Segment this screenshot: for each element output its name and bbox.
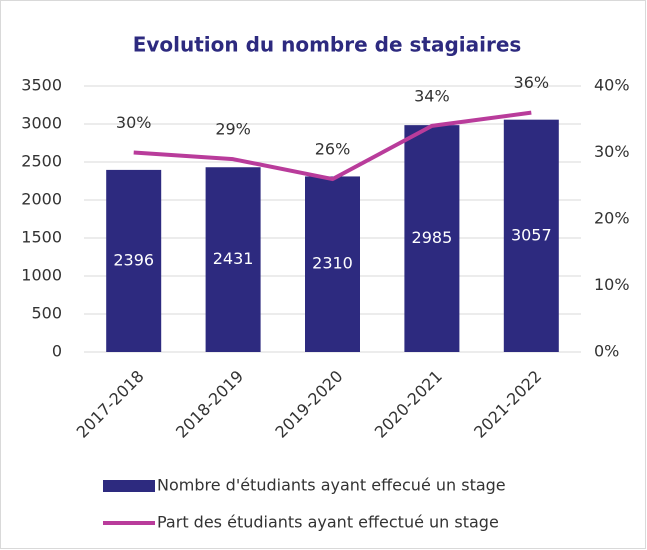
chart-title: Evolution du nombre de stagiaires	[133, 33, 522, 57]
bar	[503, 119, 559, 352]
line-value-label: 26%	[315, 140, 351, 159]
bar-value-label: 3057	[511, 225, 552, 244]
y-tick-label: 3000	[21, 114, 62, 133]
y-tick-label: 2500	[21, 152, 62, 171]
bar	[404, 125, 460, 352]
line-value-label: 34%	[414, 86, 450, 105]
line-value-label: 30%	[116, 113, 152, 132]
line	[133, 110, 532, 182]
bar	[205, 167, 261, 352]
legend-swatch	[103, 480, 155, 492]
legend-label: Part des étudiants ayant effectué un sta…	[157, 513, 499, 532]
y2-tick-label: 20%	[594, 209, 630, 228]
legend-label: Nombre d'étudiants ayant effecué un stag…	[157, 476, 506, 495]
line-value-label: 29%	[215, 120, 251, 139]
y2-tick-label: 10%	[594, 275, 630, 294]
y2-tick-label: 30%	[594, 142, 630, 161]
y-tick-label: 0	[52, 342, 62, 361]
bar-value-label: 2310	[312, 254, 353, 273]
bar-value-label: 2985	[412, 228, 453, 247]
y-tick-label: 500	[31, 304, 62, 323]
y-tick-label: 1000	[21, 266, 62, 285]
line-value-label: 36%	[514, 73, 550, 92]
y2-tick-label: 40%	[594, 76, 630, 95]
y-tick-label: 3500	[21, 76, 62, 95]
bar-value-label: 2431	[213, 249, 254, 268]
y-tick-label: 1500	[21, 228, 62, 247]
bar	[106, 169, 162, 352]
bar-value-label: 2396	[113, 250, 154, 269]
y-tick-label: 2000	[21, 190, 62, 209]
y2-tick-label: 0%	[594, 342, 619, 361]
bar	[305, 176, 360, 352]
